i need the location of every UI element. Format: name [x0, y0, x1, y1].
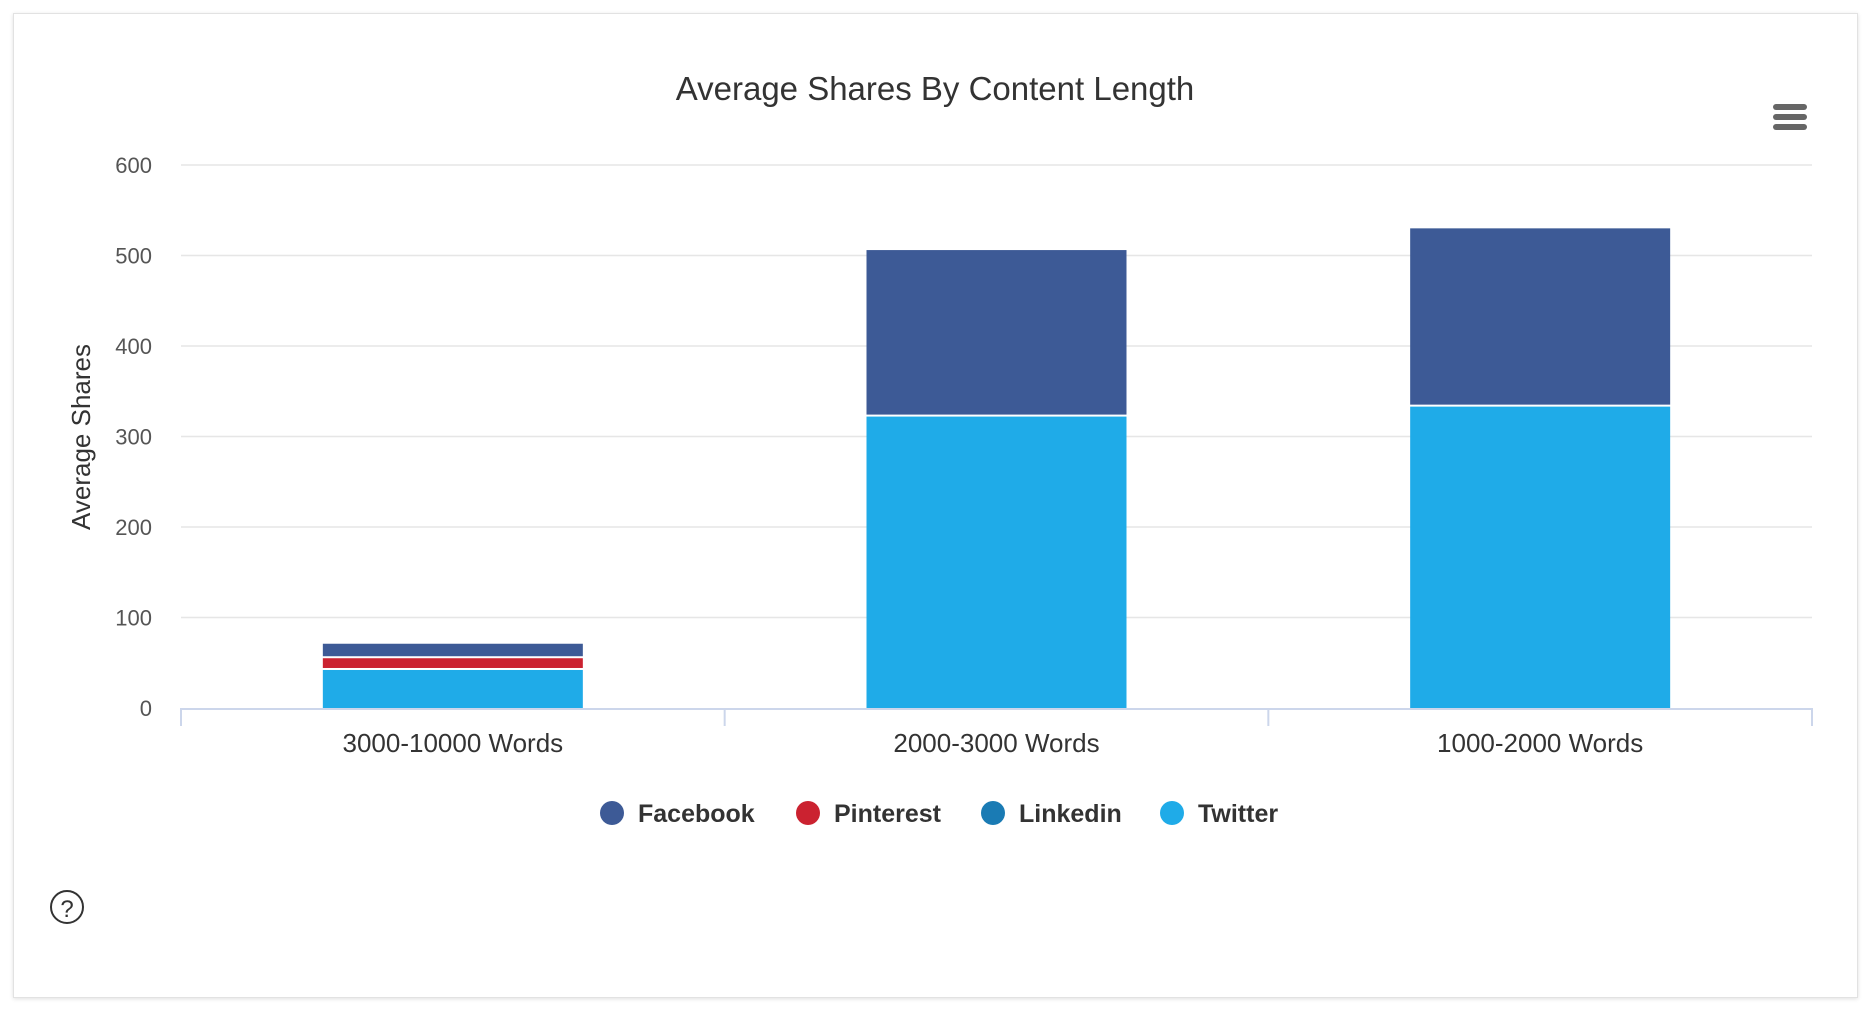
legend-label: Pinterest: [834, 800, 942, 828]
bar-facebook[interactable]: [866, 250, 1127, 415]
legend-item-twitter[interactable]: Twitter: [1160, 800, 1278, 828]
menu-icon[interactable]: [1773, 104, 1807, 130]
legend-label: Facebook: [638, 800, 755, 828]
legend-marker: [600, 801, 624, 825]
chart-title: Average Shares By Content Length: [676, 70, 1195, 107]
legend-marker: [1160, 801, 1184, 825]
x-tick-label: 2000-3000 Words: [893, 728, 1099, 758]
bar-pinterest[interactable]: [322, 658, 583, 668]
legend-marker: [981, 801, 1005, 825]
bar-facebook[interactable]: [1410, 228, 1671, 405]
y-axis-title: Average Shares: [66, 344, 96, 530]
svg-text:?: ?: [60, 896, 73, 923]
bar-twitter[interactable]: [866, 416, 1127, 708]
y-tick-label: 200: [115, 515, 152, 540]
y-tick-label: 0: [140, 696, 152, 721]
y-tick-label: 500: [115, 244, 152, 269]
help-icon[interactable]: ?: [50, 890, 84, 924]
x-tick-label: 1000-2000 Words: [1437, 728, 1643, 758]
legend-item-linkedin[interactable]: Linkedin: [981, 800, 1122, 828]
x-tick-label: 3000-10000 Words: [342, 728, 563, 758]
bar-facebook[interactable]: [322, 643, 583, 657]
legend-item-facebook[interactable]: Facebook: [600, 800, 755, 828]
y-tick-label: 400: [115, 334, 152, 359]
bar-twitter[interactable]: [322, 669, 583, 708]
legend-item-pinterest[interactable]: Pinterest: [796, 800, 942, 828]
legend-label: Twitter: [1198, 800, 1278, 828]
legend-label: Linkedin: [1019, 800, 1122, 828]
bar-twitter[interactable]: [1410, 406, 1671, 708]
y-tick-label: 600: [115, 153, 152, 178]
y-tick-label: 100: [115, 606, 152, 631]
legend-marker: [796, 801, 820, 825]
y-tick-label: 300: [115, 425, 152, 450]
